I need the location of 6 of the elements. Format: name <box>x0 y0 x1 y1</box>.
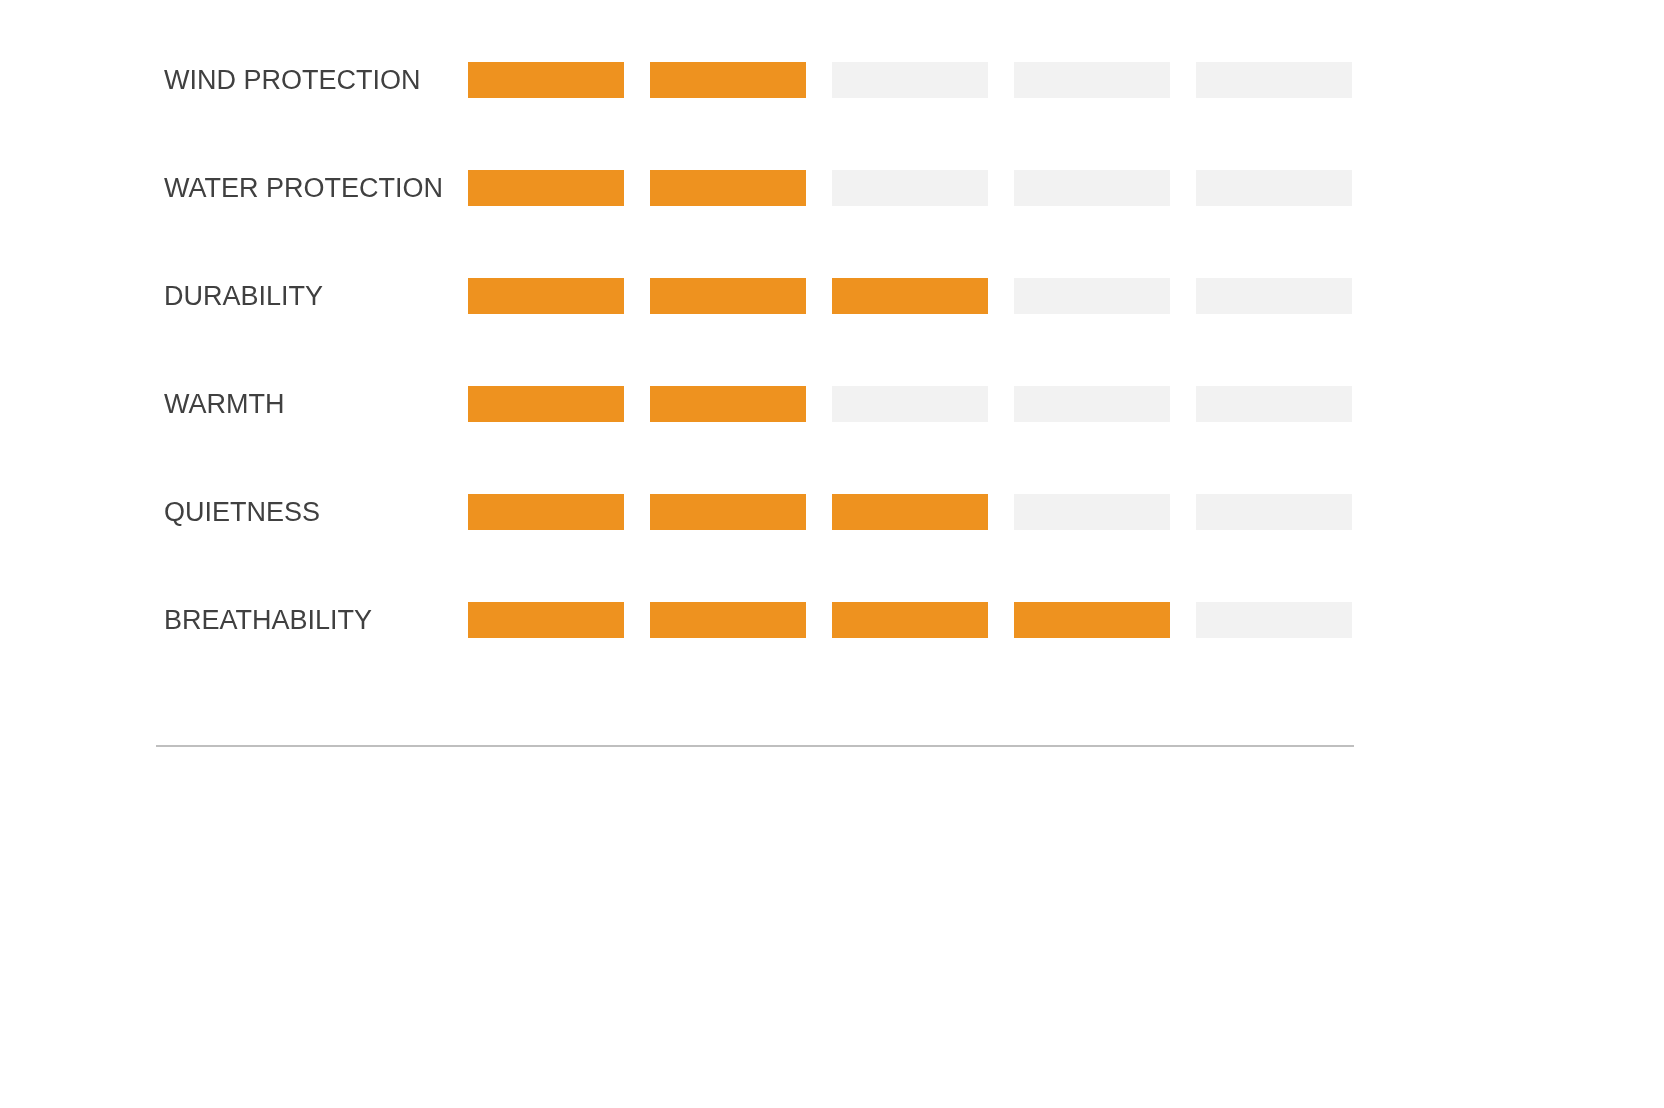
y-tick-label: WIND PROTECTION <box>164 65 421 95</box>
y-tick-label: DURABILITY <box>164 281 324 311</box>
y-tick-label: WARMTH <box>164 389 285 419</box>
y-tick-label: WATER PROTECTION <box>164 173 443 203</box>
y-tick-label: BREATHABILITY <box>164 605 373 635</box>
y-tick-label: QUIETNESS <box>164 497 321 527</box>
